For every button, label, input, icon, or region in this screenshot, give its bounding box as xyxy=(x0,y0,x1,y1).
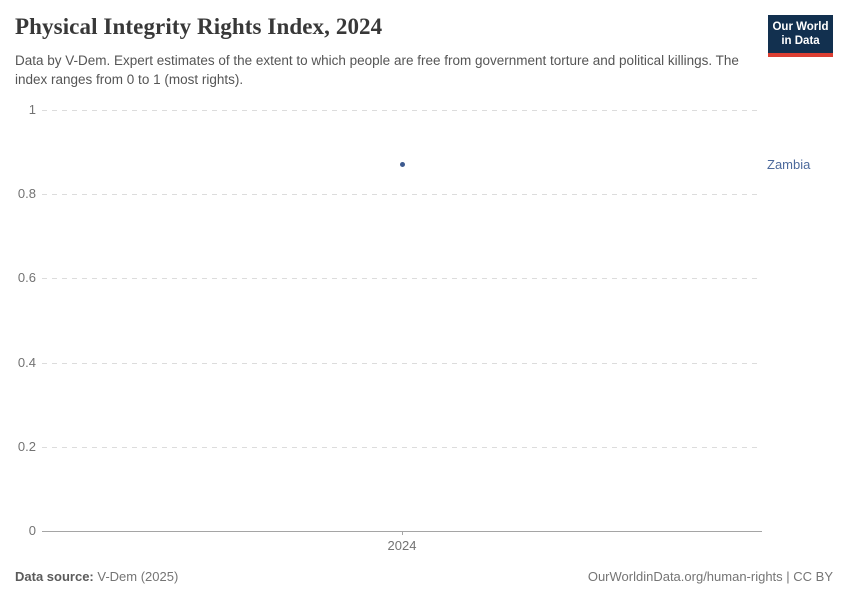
owid-logo-line1: Our World xyxy=(772,21,829,33)
gridline xyxy=(42,278,762,280)
owid-logo-line2: in Data xyxy=(781,35,820,48)
data-source-label: Data source: xyxy=(15,569,94,584)
y-tick-label: 0.8 xyxy=(17,186,36,202)
gridline xyxy=(42,194,762,196)
chart-subtitle: Data by V-Dem. Expert estimates of the e… xyxy=(15,53,739,87)
x-axis-tick xyxy=(402,531,403,535)
y-tick-label: 1 xyxy=(28,102,36,117)
gridline xyxy=(42,446,762,448)
data-source: Data source: V-Dem (2025) xyxy=(15,569,178,584)
y-tick-label: 0.4 xyxy=(17,354,36,370)
gridline xyxy=(42,362,762,364)
page-title: Physical Integrity Rights Index, 2024 xyxy=(15,14,383,39)
data-source-value: V-Dem (2025) xyxy=(97,569,179,584)
y-tick-label: 0.2 xyxy=(17,438,36,454)
gridline xyxy=(42,110,762,111)
x-tick-label: 2024 xyxy=(387,538,417,553)
y-tick-label: 0.6 xyxy=(17,270,36,286)
entity-label[interactable]: Zambia xyxy=(767,156,811,172)
data-point[interactable] xyxy=(399,162,405,168)
owid-logo[interactable]: Our World in Data xyxy=(768,15,833,57)
credit-link[interactable]: OurWorldinData.org/human-rights | CC BY xyxy=(587,569,833,584)
y-tick-label: 0 xyxy=(28,523,36,538)
